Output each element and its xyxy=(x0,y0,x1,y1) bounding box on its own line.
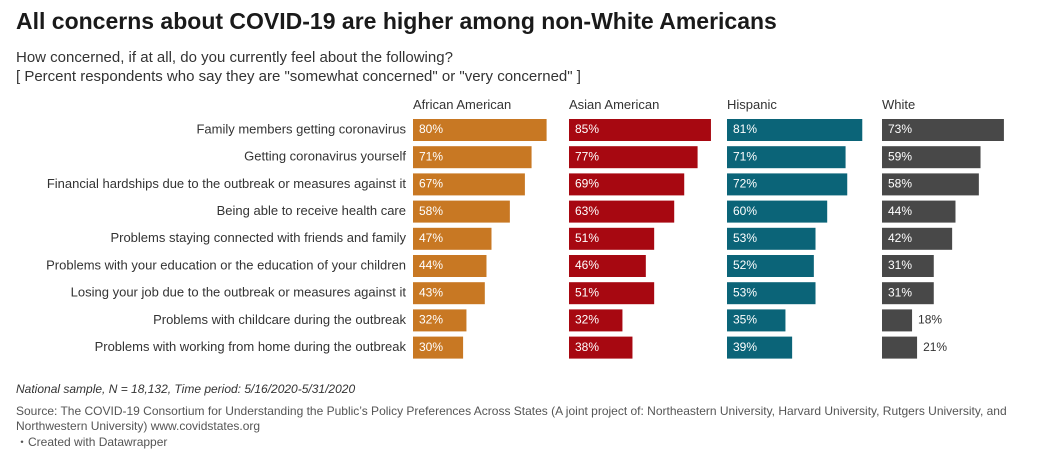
bar xyxy=(882,255,934,277)
bar xyxy=(727,146,846,169)
bar xyxy=(413,227,492,250)
data-label: 30% xyxy=(419,340,443,354)
data-label: 63% xyxy=(575,204,599,218)
data-label: 58% xyxy=(888,177,912,191)
bar xyxy=(413,309,467,332)
data-label: 18% xyxy=(918,313,942,327)
bar xyxy=(882,119,1004,141)
data-label: 32% xyxy=(419,313,443,327)
category-label: Financial hardships due to the outbreak … xyxy=(47,176,407,191)
data-label: 43% xyxy=(419,285,443,299)
data-label: 53% xyxy=(733,231,757,245)
data-label: 60% xyxy=(733,204,757,218)
bar xyxy=(569,255,646,277)
data-label: 31% xyxy=(888,258,912,272)
bar xyxy=(413,200,510,223)
data-label: 71% xyxy=(733,149,757,163)
category-label: Family members getting coronavirus xyxy=(196,121,406,136)
bar xyxy=(569,282,655,305)
data-label: 73% xyxy=(888,122,912,136)
data-label: 38% xyxy=(575,340,599,354)
bar xyxy=(413,255,487,277)
data-label: 85% xyxy=(575,122,599,136)
bar xyxy=(413,336,464,359)
category-label: Problems staying connected with friends … xyxy=(110,230,406,245)
data-label: 77% xyxy=(575,149,599,163)
data-label: 58% xyxy=(419,204,443,218)
bar xyxy=(882,146,981,169)
series-header-asian-american: Asian American xyxy=(569,97,659,112)
bar xyxy=(413,282,485,305)
bar xyxy=(882,227,953,250)
category-label: Problems with your education or the educ… xyxy=(46,257,406,272)
chart-source: Source: The COVID-19 Consortium for Unde… xyxy=(16,404,1007,433)
data-label: 35% xyxy=(733,313,757,327)
data-label: 51% xyxy=(575,231,599,245)
data-label: 39% xyxy=(733,340,757,354)
subtitle-description: [ Percent respondents who say they are "… xyxy=(16,68,581,85)
series-header-white: White xyxy=(882,97,915,112)
bar xyxy=(569,200,675,223)
series-header-african-american: African American xyxy=(413,97,511,112)
bar xyxy=(569,227,655,250)
data-label: 44% xyxy=(419,258,443,272)
data-label: 46% xyxy=(575,258,599,272)
category-label: Problems with working from home during t… xyxy=(95,339,407,354)
data-label: 80% xyxy=(419,122,443,136)
bar xyxy=(413,146,532,169)
bar xyxy=(727,119,863,141)
category-label: Being able to receive health care xyxy=(217,203,406,218)
bar xyxy=(727,336,793,359)
data-label: 71% xyxy=(419,149,443,163)
bar xyxy=(727,173,848,196)
bar xyxy=(727,227,816,250)
data-label: 52% xyxy=(733,258,757,272)
data-label: 72% xyxy=(733,177,757,191)
bar xyxy=(569,146,698,169)
bar xyxy=(569,173,685,196)
data-label: 67% xyxy=(419,177,443,191)
data-label: 81% xyxy=(733,122,757,136)
chart-subtitle: How concerned, if at all, do you current… xyxy=(16,48,581,86)
category-label: Getting coronavirus yourself xyxy=(244,149,406,164)
category-label: Problems with childcare during the outbr… xyxy=(153,312,406,327)
bar xyxy=(882,200,956,223)
subtitle-question: How concerned, if at all, do you current… xyxy=(16,49,453,66)
data-label: 53% xyxy=(733,285,757,299)
chart-notes: National sample, N = 18,132, Time period… xyxy=(16,382,356,396)
bar xyxy=(882,282,934,305)
category-label: Losing your job due to the outbreak or m… xyxy=(71,285,407,300)
chart-title: All concerns about COVID-19 are higher a… xyxy=(16,8,777,34)
bar xyxy=(569,119,711,141)
data-label: 21% xyxy=(923,340,947,354)
bar xyxy=(413,119,547,141)
chart-credit: ・Created with Datawrapper xyxy=(16,435,168,449)
bar xyxy=(882,336,918,359)
bar xyxy=(727,200,828,223)
data-label: 31% xyxy=(888,285,912,299)
small-multiples-bar-chart: Family members getting coronavirus Gettin… xyxy=(46,97,1004,359)
data-label: 59% xyxy=(888,149,912,163)
data-label: 32% xyxy=(575,313,599,327)
data-label: 42% xyxy=(888,231,912,245)
data-label: 51% xyxy=(575,285,599,299)
data-label: 69% xyxy=(575,177,599,191)
series-header-hispanic: Hispanic xyxy=(727,97,777,112)
data-label: 44% xyxy=(888,204,912,218)
bar xyxy=(413,173,525,196)
bar xyxy=(882,309,913,332)
bar xyxy=(727,255,814,277)
bar xyxy=(727,309,786,332)
data-label: 47% xyxy=(419,231,443,245)
bar xyxy=(569,336,633,359)
bar xyxy=(727,282,816,305)
bar xyxy=(569,309,623,332)
bar xyxy=(882,173,979,196)
